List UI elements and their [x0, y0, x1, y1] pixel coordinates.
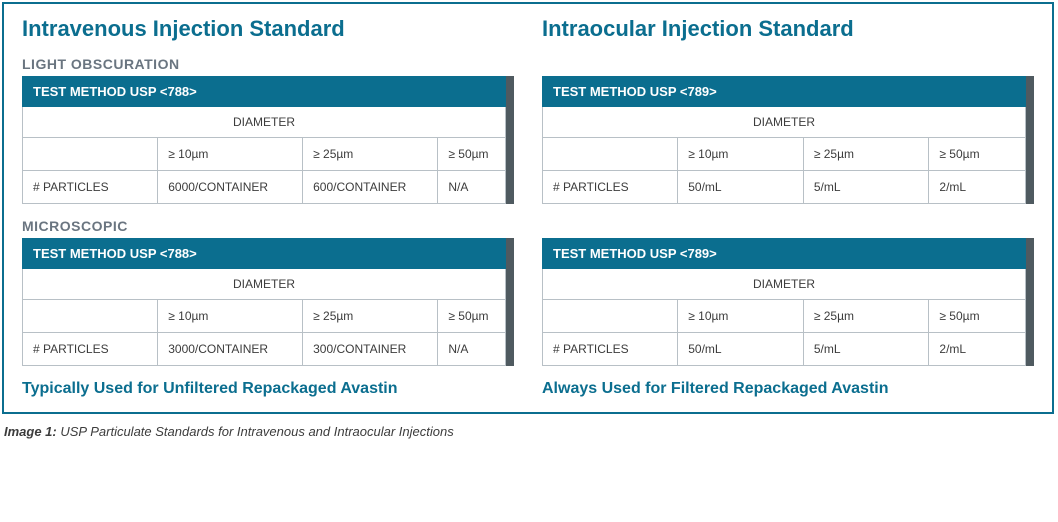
titles-row: Intravenous Injection Standard Intraocul…	[22, 16, 1034, 50]
val-50: 2/mL	[929, 171, 1026, 204]
figure-frame: Intravenous Injection Standard Intraocul…	[2, 2, 1054, 414]
val-25: 5/mL	[803, 171, 929, 204]
size-25: ≥ 25µm	[803, 300, 929, 333]
val-10: 3000/CONTAINER	[158, 333, 303, 366]
blank-cell	[23, 138, 158, 171]
size-50: ≥ 50µm	[929, 300, 1026, 333]
val-10: 50/mL	[678, 333, 804, 366]
table-micro-788: TEST METHOD USP <788> DIAMETER ≥ 10µm ≥ …	[22, 238, 514, 366]
right-title: Intraocular Injection Standard	[542, 16, 1034, 42]
diameter-label: DIAMETER	[543, 269, 1026, 300]
val-25: 300/CONTAINER	[303, 333, 438, 366]
size-25: ≥ 25µm	[803, 138, 929, 171]
size-10: ≥ 10µm	[158, 300, 303, 333]
size-50: ≥ 50µm	[438, 300, 506, 333]
method-header: TEST METHOD USP <789>	[543, 239, 1026, 269]
val-25: 600/CONTAINER	[303, 171, 438, 204]
val-50: N/A	[438, 333, 506, 366]
val-10: 50/mL	[678, 171, 804, 204]
row-label: # PARTICLES	[23, 171, 158, 204]
table-light-788: TEST METHOD USP <788> DIAMETER ≥ 10µm ≥ …	[22, 76, 514, 204]
size-10: ≥ 10µm	[678, 300, 804, 333]
caption-text: USP Particulate Standards for Intravenou…	[57, 424, 454, 439]
diameter-label: DIAMETER	[23, 269, 506, 300]
method-header: TEST METHOD USP <788>	[23, 77, 506, 107]
method-header: TEST METHOD USP <789>	[543, 77, 1026, 107]
blank-cell	[543, 300, 678, 333]
row-label: # PARTICLES	[543, 171, 678, 204]
method-header: TEST METHOD USP <788>	[23, 239, 506, 269]
right-footer: Always Used for Filtered Repackaged Avas…	[542, 380, 1034, 398]
size-50: ≥ 50µm	[929, 138, 1026, 171]
diameter-label: DIAMETER	[543, 107, 1026, 138]
size-25: ≥ 25µm	[303, 300, 438, 333]
footer-row: Typically Used for Unfiltered Repackaged…	[22, 366, 1034, 398]
blank-cell	[543, 138, 678, 171]
val-50: 2/mL	[929, 333, 1026, 366]
size-25: ≥ 25µm	[303, 138, 438, 171]
caption-prefix: Image 1:	[4, 424, 57, 439]
micro-row: TEST METHOD USP <788> DIAMETER ≥ 10µm ≥ …	[22, 238, 1034, 366]
val-25: 5/mL	[803, 333, 929, 366]
size-50: ≥ 50µm	[438, 138, 506, 171]
size-10: ≥ 10µm	[678, 138, 804, 171]
table-light-789: TEST METHOD USP <789> DIAMETER ≥ 10µm ≥ …	[542, 76, 1034, 204]
left-title: Intravenous Injection Standard	[22, 16, 514, 42]
blank-cell	[23, 300, 158, 333]
diameter-label: DIAMETER	[23, 107, 506, 138]
left-footer: Typically Used for Unfiltered Repackaged…	[22, 380, 514, 398]
section-light-label: LIGHT OBSCURATION	[22, 56, 1034, 72]
val-50: N/A	[438, 171, 506, 204]
row-label: # PARTICLES	[543, 333, 678, 366]
row-label: # PARTICLES	[23, 333, 158, 366]
table-micro-789: TEST METHOD USP <789> DIAMETER ≥ 10µm ≥ …	[542, 238, 1034, 366]
val-10: 6000/CONTAINER	[158, 171, 303, 204]
image-caption: Image 1: USP Particulate Standards for I…	[0, 416, 1058, 439]
section-micro-label: MICROSCOPIC	[22, 218, 1034, 234]
light-row: TEST METHOD USP <788> DIAMETER ≥ 10µm ≥ …	[22, 76, 1034, 204]
size-10: ≥ 10µm	[158, 138, 303, 171]
